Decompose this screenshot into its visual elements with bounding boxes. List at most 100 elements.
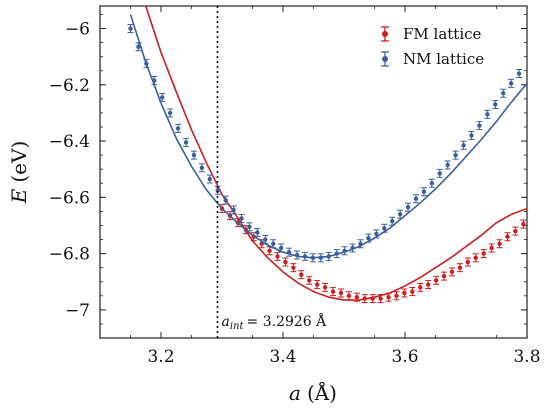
series-nm-point: [238, 213, 245, 223]
tick-labels: 3.2 3.4 3.6 3.8 −6 −6.2 −6.4 −6.6 −6.8 −7: [49, 20, 541, 367]
series-nm-point: [357, 239, 364, 249]
series-fm-point: [425, 280, 432, 290]
series-nm-point: [286, 247, 293, 257]
series-nm-point: [309, 253, 316, 263]
legend: FM lattice NM lattice: [381, 25, 484, 68]
series-nm-point: [373, 229, 380, 239]
y-axis-var: E: [7, 188, 31, 204]
legend-nm-marker: [382, 56, 388, 62]
series-fm-point: [409, 287, 416, 297]
series-fm-point: [290, 263, 297, 273]
series-nm-point: [175, 123, 182, 133]
anno-var: a: [221, 314, 229, 330]
series-fm-point: [512, 226, 519, 236]
series-nm-point: [460, 140, 467, 150]
series-nm-point: [468, 130, 475, 140]
series-fm-point: [369, 294, 376, 304]
series-fm-point: [417, 282, 424, 292]
series-fm-point: [504, 232, 511, 242]
series-fm-point: [385, 292, 392, 302]
series-nm-point: [143, 59, 150, 69]
x-axis-unit: (Å): [307, 380, 337, 405]
series-nm-point: [341, 246, 348, 256]
series-nm-point: [365, 233, 372, 243]
series-nm-point: [508, 78, 515, 88]
series-nm-point: [167, 108, 174, 118]
series-fm-point: [377, 294, 384, 304]
anno-sub: int: [230, 321, 245, 332]
anno-value: = 3.2926 Å: [247, 312, 328, 330]
series-nm-point: [452, 150, 459, 160]
series-fm-point: [337, 288, 344, 298]
series-nm-point: [317, 253, 324, 263]
series-nm-point: [500, 88, 507, 98]
y-tick-label: −6.4: [49, 132, 90, 152]
series-nm-point: [484, 109, 491, 119]
x-tick-label: 3.8: [513, 347, 540, 367]
series-fm-point: [433, 275, 440, 285]
y-tick-label: −6.2: [49, 76, 90, 96]
series-nm-point: [159, 92, 166, 102]
series-nm-point: [428, 178, 435, 188]
series-nm-point: [381, 223, 388, 233]
series-nm-point: [270, 239, 277, 249]
series-nm-point: [246, 222, 253, 232]
legend-item-nm: NM lattice: [381, 50, 484, 68]
series-nm-point: [492, 99, 499, 109]
series-fm-point: [361, 294, 368, 304]
series-nm-point: [476, 121, 483, 131]
y-axis-label: E (eV): [7, 141, 31, 205]
series-nm-point: [183, 137, 190, 147]
series-nm-point: [127, 24, 134, 34]
x-axis-label: a (Å): [289, 380, 337, 405]
x-tick-label: 3.2: [147, 347, 174, 367]
series-nm-point: [294, 250, 301, 260]
series-fm-point: [266, 246, 273, 256]
series-nm-point: [190, 150, 197, 160]
series-nm-point: [206, 174, 213, 184]
series-nm-point: [254, 227, 261, 237]
series-fm-point: [393, 291, 400, 301]
series-fm-point: [488, 243, 495, 253]
y-axis-unit: (eV): [7, 141, 31, 183]
series-nm-point: [389, 216, 396, 226]
series-nm-point: [135, 42, 142, 52]
series-fm-point: [456, 263, 463, 273]
series-nm-point: [444, 160, 451, 170]
series-fm-point: [441, 271, 448, 281]
x-axis-var: a: [289, 381, 301, 405]
series-fm-point: [401, 288, 408, 298]
axis-ticks: [100, 6, 528, 339]
series-fm-point: [448, 267, 455, 277]
series-nm-point: [230, 205, 237, 215]
legend-item-fm: FM lattice: [381, 25, 482, 43]
y-tick-label: −6: [65, 20, 90, 40]
interface-lattice-annotation: aint = 3.2926 Å: [221, 312, 327, 332]
series-nm-point: [333, 249, 340, 259]
series-nm-point: [278, 243, 285, 253]
series-fm-point: [274, 251, 281, 261]
series-nm-point: [412, 194, 419, 204]
series-fm-point: [472, 253, 479, 263]
x-tick-label: 3.4: [269, 347, 296, 367]
series-fm-point: [314, 280, 321, 290]
series-nm-point: [397, 209, 404, 219]
series-fm-point: [480, 249, 487, 259]
series-nm-point: [222, 195, 229, 205]
series-nm-point: [436, 168, 443, 178]
data-layer: [127, 6, 527, 304]
series-nm-point: [516, 69, 523, 79]
series-nm-point: [349, 243, 356, 253]
series-fm-point: [306, 275, 313, 285]
series-nm-point: [262, 235, 269, 245]
series-fm-fit-line: [144, 6, 527, 301]
series-fm-point: [298, 270, 305, 280]
series-nm-point: [405, 202, 412, 212]
y-tick-label: −6.6: [49, 188, 90, 208]
series-nm-point: [325, 251, 332, 261]
x-tick-label: 3.6: [391, 347, 418, 367]
series-fm-point: [282, 257, 289, 267]
series-fm-point: [330, 287, 337, 297]
series-fm-point: [464, 257, 471, 267]
